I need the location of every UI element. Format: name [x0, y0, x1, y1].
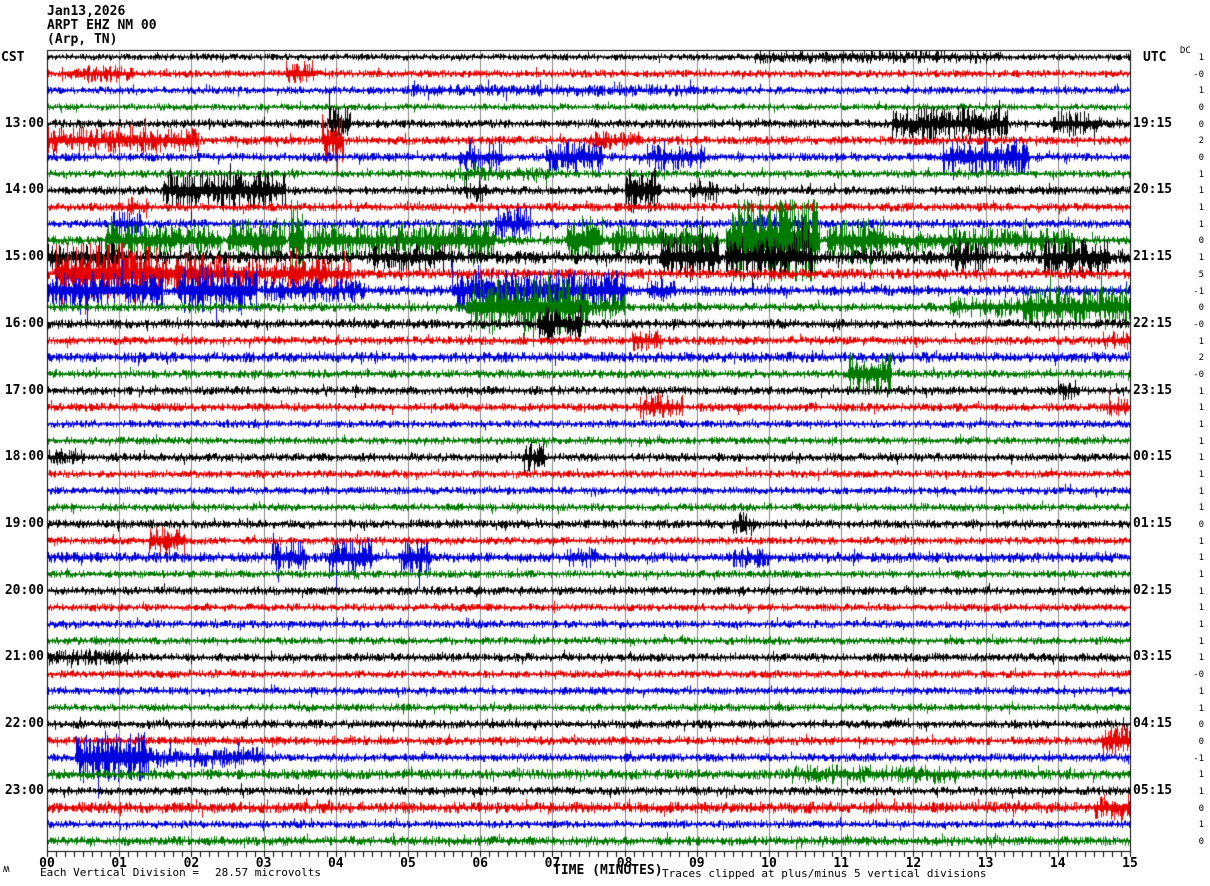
dc-offset-value: 1: [1198, 653, 1204, 664]
footer-scale-value: 28.57 microvolts: [215, 866, 321, 879]
dc-offset-value: 1: [1198, 770, 1204, 781]
dc-offset-value: 1: [1198, 203, 1204, 214]
left-time-label: 13:00: [4, 115, 44, 131]
right-time-label: 04:15: [1133, 716, 1173, 732]
title-station: ARPT EHZ NM 00: [47, 18, 157, 33]
dc-offset-value: 0: [1198, 303, 1204, 314]
right-axis-header-utc: UTC: [1143, 50, 1167, 65]
left-time-label: 22:00: [4, 716, 44, 732]
x-axis-tick-label: 11: [833, 856, 850, 871]
x-axis-tick-label: 03: [255, 856, 272, 871]
x-axis-tick-label: 15: [1122, 856, 1138, 871]
right-time-label: 20:15: [1133, 182, 1173, 198]
left-time-label: 14:00: [4, 182, 44, 198]
dc-offset-value: 1: [1198, 86, 1204, 97]
dc-offset-value: -0: [1193, 319, 1204, 330]
right-time-label: 03:15: [1133, 649, 1173, 665]
dc-offset-value: 1: [1198, 703, 1204, 714]
dc-offset-value: 1: [1198, 486, 1204, 497]
left-time-label: 23:00: [4, 782, 44, 798]
dc-offset-value: 1: [1198, 636, 1204, 647]
dc-offset-value: -0: [1193, 369, 1204, 380]
dc-offset-value: 1: [1198, 436, 1204, 447]
dc-offset-value: 0: [1198, 720, 1204, 731]
dc-offset-value: 1: [1198, 820, 1204, 831]
dc-offset-value: 1: [1198, 453, 1204, 464]
dc-offset-value: 1: [1198, 603, 1204, 614]
x-axis-title: TIME (MINUTES): [553, 863, 663, 878]
dc-offset-value: 0: [1198, 153, 1204, 164]
x-axis-tick-label: 04: [327, 856, 344, 871]
left-time-label: 19:00: [4, 516, 44, 532]
dc-offset-value: -0: [1193, 670, 1204, 681]
dc-offset-value: -1: [1193, 286, 1204, 297]
dc-offset-value: 1: [1198, 553, 1204, 564]
dc-offset-value: 1: [1198, 169, 1204, 180]
left-time-label: 17:00: [4, 382, 44, 398]
dc-offset-value: 0: [1198, 803, 1204, 814]
x-axis-tick-label: 05: [400, 856, 416, 871]
dc-offset-value: 1: [1198, 186, 1204, 197]
right-time-label: 05:15: [1133, 782, 1173, 798]
left-time-label: 16:00: [4, 315, 44, 331]
title-date: Jan13,2026: [47, 4, 126, 19]
x-axis-tick-label: 01: [111, 856, 128, 871]
dc-offset-value: 0: [1198, 236, 1204, 247]
dc-offset-value: 0: [1198, 119, 1204, 130]
dc-offset-value: 1: [1198, 503, 1204, 514]
dc-offset-value: 1: [1198, 419, 1204, 430]
x-axis-tick-label: 13: [977, 856, 994, 871]
dc-offset-value: 1: [1198, 403, 1204, 414]
left-time-label: 15:00: [4, 249, 44, 265]
dc-offset-value: 1: [1198, 336, 1204, 347]
x-axis-tick-label: 08: [616, 856, 633, 871]
dc-offset-value: 1: [1198, 253, 1204, 264]
left-time-label: 20:00: [4, 582, 44, 598]
right-time-label: 00:15: [1133, 449, 1173, 465]
x-axis-tick-label: 09: [688, 856, 705, 871]
title-location: (Arp, TN): [47, 32, 118, 47]
dc-offset-value: 0: [1198, 736, 1204, 747]
corner-mark: ʍ: [3, 862, 10, 875]
footer-scale-label: Each Vertical Division =: [40, 866, 199, 879]
dc-offset-value: 1: [1198, 686, 1204, 697]
dc-offset-value: 0: [1198, 520, 1204, 531]
dc-offset-value: 1: [1198, 470, 1204, 480]
dc-offset-value: 1: [1198, 386, 1204, 397]
dc-offset-value: 5: [1198, 269, 1204, 280]
dc-offset-value: 1: [1198, 586, 1204, 597]
footer-clip-note: Traces clipped at plus/minus 5 vertical …: [662, 867, 987, 880]
dc-offset-value: 2: [1198, 353, 1204, 364]
right-time-label: 01:15: [1133, 516, 1173, 532]
x-axis-tick-label: 10: [761, 856, 777, 871]
x-axis-tick-label: 14: [1049, 856, 1066, 871]
x-axis-tick-label: 06: [472, 856, 489, 871]
x-axis-tick-label: 00: [39, 856, 55, 871]
left-time-label: 21:00: [4, 649, 44, 665]
dc-offset-value: 1: [1198, 53, 1204, 63]
x-axis-tick-label: 02: [183, 856, 200, 871]
right-time-label: 23:15: [1133, 382, 1173, 398]
dc-offset-value: 0: [1198, 103, 1204, 114]
dc-offset-value: 1: [1198, 219, 1204, 230]
dc-offset-value: 1: [1198, 620, 1204, 631]
left-time-label: 18:00: [4, 449, 44, 465]
right-time-label: 02:15: [1133, 582, 1173, 598]
dc-offset-value: 1: [1198, 570, 1204, 581]
left-axis-header-cst: CST: [1, 50, 25, 65]
dc-offset-value: 1: [1198, 786, 1204, 797]
dc-offset-value: -1: [1193, 753, 1204, 764]
dc-offset-value: 0: [1198, 836, 1204, 847]
x-axis-tick-label: 12: [905, 856, 922, 871]
right-time-label: 22:15: [1133, 315, 1173, 331]
right-time-label: 21:15: [1133, 249, 1173, 265]
dc-offset-value: 1: [1198, 536, 1204, 547]
dc-column-header: DC: [1180, 46, 1191, 56]
dc-offset-value: -0: [1193, 69, 1204, 80]
dc-offset-value: 2: [1198, 136, 1204, 147]
right-time-label: 19:15: [1133, 115, 1173, 131]
x-axis-tick-label: 07: [544, 856, 561, 871]
